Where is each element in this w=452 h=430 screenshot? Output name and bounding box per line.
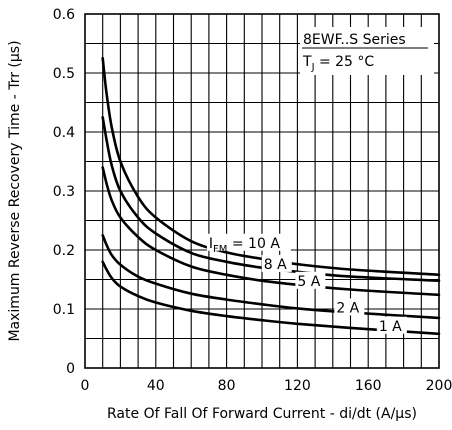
plot-frame: [84, 13, 440, 369]
y-axis-label: Maximum Reverse Recovery Time - Trr (µs): [7, 40, 23, 341]
series-label-background: [334, 298, 365, 316]
series-curve: [101, 234, 441, 320]
series-labels: IFM = 10 A 8 A 5 A 2 A 1 A: [206, 233, 407, 335]
x-tick-label: 120: [284, 378, 311, 394]
y-tick-label: 0.4: [53, 125, 75, 141]
y-tick-label: 0.6: [53, 7, 75, 23]
junction-temperature-annotation: TJ = 25 °C: [302, 54, 374, 73]
series-label-background: [376, 316, 407, 334]
series-name-annotation: 8EWF..S Series: [303, 32, 406, 48]
series-curve: [101, 260, 441, 336]
series-label-background: [295, 271, 326, 289]
series-label-background: [206, 233, 291, 251]
series-curve: [101, 56, 441, 277]
x-tick-labels: 0 40 80 120 160 200: [81, 378, 452, 394]
y-tick-label: 0: [66, 361, 75, 377]
series-curves: [101, 56, 441, 336]
series-label: IFM = 10 A: [209, 236, 280, 255]
x-axis-label: Rate Of Fall Of Forward Current - di/dt …: [107, 406, 417, 422]
x-tick-label: 40: [147, 378, 165, 394]
x-tick-label: 80: [218, 378, 236, 394]
x-tick-label: 200: [426, 378, 452, 394]
y-tick-label: 0.5: [53, 66, 75, 82]
y-tick-label: 0.2: [53, 243, 75, 259]
series-label: 8 A: [264, 257, 287, 273]
series-label-background: [261, 254, 292, 272]
series-label: 5 A: [297, 274, 320, 290]
series-label: 1 A: [379, 319, 402, 335]
annotation-background: [300, 27, 434, 75]
x-tick-label: 0: [81, 378, 90, 394]
y-tick-label: 0.3: [53, 184, 75, 200]
y-tick-label: 0.1: [53, 302, 75, 318]
series-label: 2 A: [336, 300, 359, 316]
x-tick-label: 160: [355, 378, 382, 394]
y-tick-labels: 0 0.1 0.2 0.3 0.4 0.5 0.6: [53, 7, 75, 377]
